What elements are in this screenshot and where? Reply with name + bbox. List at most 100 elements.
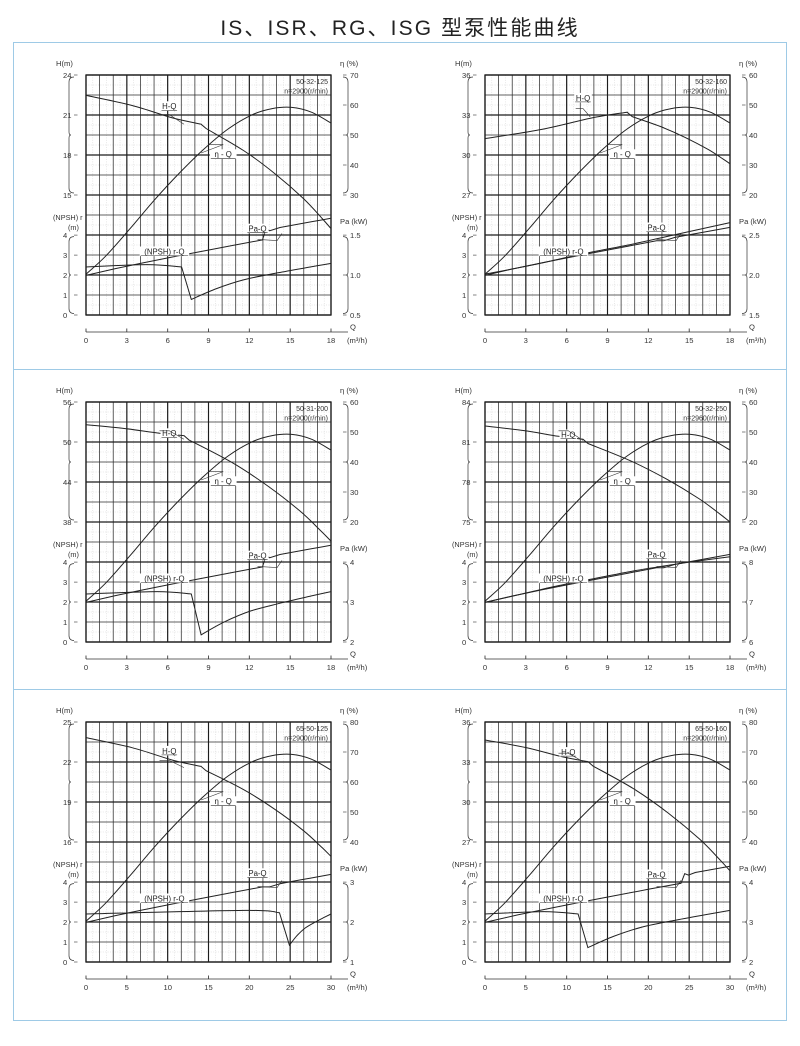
svg-text:56: 56: [63, 398, 71, 407]
svg-text:10: 10: [562, 983, 570, 992]
svg-text:18: 18: [726, 336, 734, 345]
svg-text:Pa-Q: Pa-Q: [248, 552, 266, 561]
svg-text:75: 75: [462, 518, 470, 527]
svg-text:9: 9: [605, 336, 609, 345]
svg-text:1.5: 1.5: [749, 311, 760, 320]
svg-text:40: 40: [749, 131, 757, 140]
svg-text:15: 15: [204, 983, 212, 992]
svg-text:50-32-250: 50-32-250: [695, 406, 727, 413]
svg-text:Pa (kW): Pa (kW): [340, 864, 368, 873]
svg-text:(NPSH) r-Q: (NPSH) r-Q: [144, 894, 184, 903]
svg-text:0: 0: [483, 336, 487, 345]
svg-text:3: 3: [462, 251, 466, 260]
svg-text:36: 36: [462, 71, 470, 80]
svg-text:η - Q: η - Q: [614, 477, 631, 486]
svg-text:20: 20: [749, 518, 757, 527]
svg-text:70: 70: [749, 748, 757, 757]
svg-text:9: 9: [206, 336, 210, 345]
svg-text:30: 30: [327, 983, 335, 992]
svg-text:40: 40: [749, 458, 757, 467]
svg-text:0: 0: [483, 663, 487, 672]
svg-text:3: 3: [462, 898, 466, 907]
svg-text:3: 3: [63, 578, 67, 587]
svg-text:60: 60: [749, 778, 757, 787]
svg-text:30: 30: [462, 798, 470, 807]
svg-text:0: 0: [63, 638, 67, 647]
svg-text:36: 36: [462, 718, 470, 727]
svg-text:40: 40: [350, 458, 358, 467]
svg-text:(NPSH) r: (NPSH) r: [53, 540, 83, 549]
svg-text:(NPSH) r-Q: (NPSH) r-Q: [144, 247, 184, 256]
svg-text:H(m): H(m): [455, 706, 472, 715]
svg-text:η (%): η (%): [739, 706, 758, 715]
svg-text:6: 6: [565, 336, 569, 345]
svg-text:50-32-160: 50-32-160: [695, 79, 727, 86]
svg-text:1.0: 1.0: [350, 271, 361, 280]
svg-text:2: 2: [749, 958, 753, 967]
svg-text:6: 6: [565, 663, 569, 672]
svg-text:H(m): H(m): [56, 386, 73, 395]
svg-text:2.5: 2.5: [749, 231, 760, 240]
svg-text:H(m): H(m): [56, 59, 73, 68]
svg-text:3: 3: [524, 663, 528, 672]
svg-text:15: 15: [286, 336, 294, 345]
svg-text:(m): (m): [68, 870, 79, 879]
svg-text:9: 9: [605, 663, 609, 672]
svg-text:60: 60: [749, 398, 757, 407]
svg-text:3: 3: [63, 898, 67, 907]
svg-text:4: 4: [63, 878, 67, 887]
svg-text:60: 60: [749, 71, 757, 80]
svg-text:8: 8: [749, 558, 753, 567]
svg-text:50: 50: [749, 808, 757, 817]
svg-text:n=2900(r/min): n=2900(r/min): [284, 89, 328, 96]
svg-text:2: 2: [462, 598, 466, 607]
svg-text:25: 25: [685, 983, 693, 992]
svg-text:21: 21: [63, 111, 71, 120]
svg-text:65-50-125: 65-50-125: [296, 726, 328, 733]
svg-text:Pa-Q: Pa-Q: [647, 550, 665, 559]
svg-text:1: 1: [63, 938, 67, 947]
svg-text:24: 24: [63, 71, 71, 80]
svg-text:1: 1: [63, 618, 67, 627]
svg-text:1: 1: [350, 958, 354, 967]
svg-text:2: 2: [63, 271, 67, 280]
svg-text:60: 60: [350, 101, 358, 110]
svg-text:38: 38: [63, 518, 71, 527]
svg-text:(NPSH) r: (NPSH) r: [452, 540, 482, 549]
svg-text:10: 10: [163, 983, 171, 992]
svg-text:12: 12: [644, 663, 652, 672]
svg-text:(NPSH) r: (NPSH) r: [452, 213, 482, 222]
svg-text:(NPSH) r-Q: (NPSH) r-Q: [144, 574, 184, 583]
svg-text:Pa-Q: Pa-Q: [248, 225, 266, 234]
svg-text:60: 60: [350, 398, 358, 407]
svg-text:2: 2: [462, 918, 466, 927]
svg-text:30: 30: [726, 983, 734, 992]
svg-text:H(m): H(m): [455, 386, 472, 395]
svg-text:Q: Q: [350, 323, 356, 332]
svg-text:30: 30: [350, 191, 358, 200]
svg-text:4: 4: [462, 878, 466, 887]
svg-text:Q: Q: [749, 650, 755, 659]
svg-text:70: 70: [350, 748, 358, 757]
svg-text:5: 5: [524, 983, 528, 992]
svg-text:(m): (m): [68, 223, 79, 232]
svg-text:H-Q: H-Q: [162, 102, 176, 111]
svg-text:70: 70: [350, 71, 358, 80]
svg-text:30: 30: [350, 488, 358, 497]
svg-text:1: 1: [462, 618, 466, 627]
svg-text:22: 22: [63, 758, 71, 767]
svg-text:25: 25: [63, 718, 71, 727]
svg-text:η (%): η (%): [340, 386, 359, 395]
svg-text:4: 4: [63, 231, 67, 240]
svg-text:η - Q: η - Q: [215, 150, 232, 159]
svg-text:4: 4: [749, 878, 753, 887]
svg-text:0: 0: [462, 958, 466, 967]
svg-text:1.5: 1.5: [350, 231, 361, 240]
svg-text:12: 12: [245, 663, 253, 672]
svg-text:4: 4: [462, 558, 466, 567]
svg-text:(NPSH) r: (NPSH) r: [53, 213, 83, 222]
svg-text:Pa-Q: Pa-Q: [248, 869, 266, 878]
svg-text:15: 15: [63, 191, 71, 200]
svg-text:27: 27: [462, 191, 470, 200]
svg-text:0: 0: [462, 638, 466, 647]
